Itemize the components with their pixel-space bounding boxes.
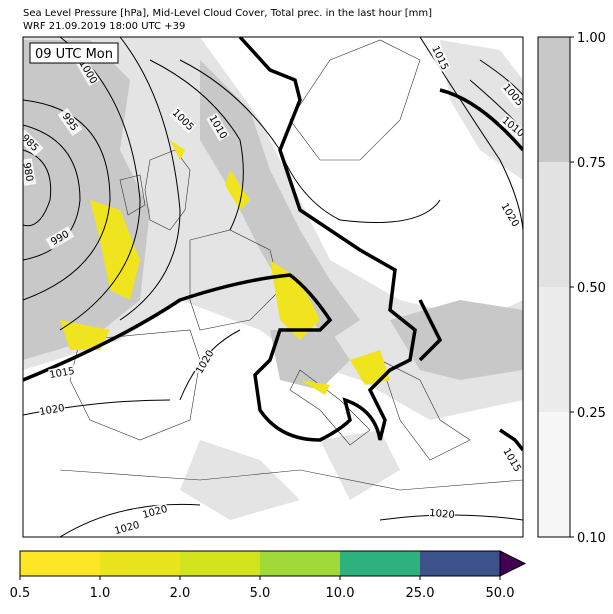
isobar-label: 1015 <box>49 366 76 381</box>
precip-bin <box>420 551 500 576</box>
isobar-label-bg <box>429 43 451 73</box>
precip-tick-label: 5.0 <box>250 586 271 601</box>
isobar-label-bg <box>500 445 523 475</box>
isobar-label-bg <box>169 106 197 134</box>
time-badge-box <box>29 42 119 64</box>
precip-tick-label: 0.5 <box>10 586 31 601</box>
cloud-bin <box>538 412 570 537</box>
title: Sea Level Pressure [hPa], Mid-Level Clou… <box>23 8 432 19</box>
isobar-label-bg <box>140 502 170 522</box>
precip-bin <box>180 551 260 576</box>
isobar-label: 1020 <box>429 508 455 521</box>
cloud-colorbar: 1.00 0.75 0.50 0.25 0.10 <box>537 31 606 546</box>
cloud-bin <box>538 162 570 287</box>
precip-tick-label: 25.0 <box>406 586 435 601</box>
map-frame <box>22 36 524 538</box>
isobar-label-bg <box>499 114 523 140</box>
precip-tick-label: 2.0 <box>170 586 191 601</box>
cloud-tick-label: 0.50 <box>577 281 606 296</box>
cloud-bin <box>538 287 570 412</box>
cloud-tick-label: 0.75 <box>577 156 606 171</box>
isobar-label: 980 <box>20 162 34 183</box>
subtitle: WRF 21.09.2019 18:00 UTC +39 <box>23 21 185 32</box>
time-badge: 09 UTC Mon <box>35 47 113 62</box>
isobar-1015 <box>23 37 523 452</box>
cloud-tick-label: 0.10 <box>577 531 606 546</box>
isobar-label-bg <box>498 200 522 230</box>
precipitation <box>60 140 390 395</box>
precip-tick-label: 1.0 <box>90 586 111 601</box>
isobar-label-bg <box>38 401 66 419</box>
cloud-tick-label: 1.00 <box>577 31 606 46</box>
isobar-label-bg <box>428 506 456 522</box>
precip-tick-label: 10.0 <box>326 586 355 601</box>
precip-colorbar: 0.5 1.0 2.0 5.0 10.0 25.0 50.0 <box>10 550 527 601</box>
isobar-label-bg <box>193 347 217 377</box>
isobar-label-bg <box>45 226 75 250</box>
precip-bin <box>100 551 180 576</box>
precip-bin <box>340 551 420 576</box>
isobar-label-bg <box>500 81 523 109</box>
cloud-bin <box>538 37 570 162</box>
isobar-label-bg <box>57 107 83 137</box>
isobar-label-bg <box>112 518 142 537</box>
precip-bin <box>260 551 340 576</box>
isobar-label: 1020 <box>39 403 66 418</box>
isobar-label-bg <box>206 112 230 142</box>
isobar-label-bg <box>76 57 100 87</box>
cloud-tick-label: 0.25 <box>577 406 606 421</box>
isobar-label-bg <box>48 364 76 382</box>
precip-bin <box>20 551 100 576</box>
precip-tick-label: 50.0 <box>486 586 515 601</box>
isobar-label-bg <box>23 158 37 186</box>
precip-extend-arrow <box>499 550 527 577</box>
